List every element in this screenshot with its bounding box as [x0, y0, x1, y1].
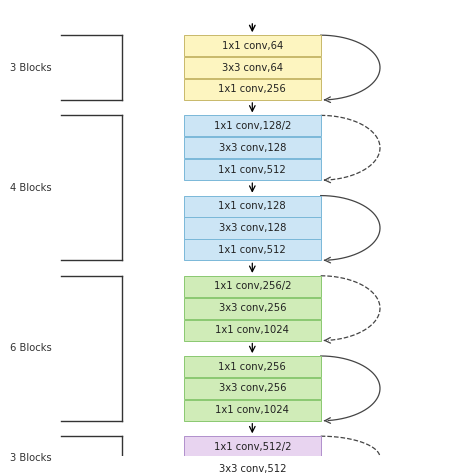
FancyBboxPatch shape: [184, 239, 321, 260]
Text: 3x3 conv,128: 3x3 conv,128: [219, 143, 286, 153]
Text: 1x1 conv,512: 1x1 conv,512: [219, 245, 286, 255]
FancyBboxPatch shape: [184, 378, 321, 399]
Text: 3x3 conv,256: 3x3 conv,256: [219, 383, 286, 393]
Text: 1x1 conv,256: 1x1 conv,256: [219, 84, 286, 94]
FancyBboxPatch shape: [184, 276, 321, 297]
FancyBboxPatch shape: [184, 196, 321, 217]
FancyBboxPatch shape: [184, 159, 321, 180]
FancyBboxPatch shape: [184, 356, 321, 377]
Text: 3x3 conv,64: 3x3 conv,64: [222, 63, 283, 73]
Text: 4 Blocks: 4 Blocks: [10, 183, 52, 193]
FancyBboxPatch shape: [184, 57, 321, 78]
FancyBboxPatch shape: [184, 436, 321, 457]
FancyBboxPatch shape: [184, 218, 321, 238]
Text: 3x3 conv,256: 3x3 conv,256: [219, 303, 286, 313]
FancyBboxPatch shape: [184, 458, 321, 474]
FancyBboxPatch shape: [184, 137, 321, 158]
Text: 1x1 conv,128: 1x1 conv,128: [219, 201, 286, 211]
Text: 1x1 conv,256/2: 1x1 conv,256/2: [214, 282, 291, 292]
Text: 3x3 conv,512: 3x3 conv,512: [219, 464, 286, 474]
Text: 3 Blocks: 3 Blocks: [10, 453, 52, 463]
FancyBboxPatch shape: [184, 319, 321, 341]
FancyBboxPatch shape: [184, 298, 321, 319]
Text: 1x1 conv,512: 1x1 conv,512: [219, 164, 286, 174]
Text: 3 Blocks: 3 Blocks: [10, 63, 52, 73]
Text: 1x1 conv,64: 1x1 conv,64: [222, 41, 283, 51]
FancyBboxPatch shape: [184, 35, 321, 56]
Text: 3x3 conv,128: 3x3 conv,128: [219, 223, 286, 233]
Text: 1x1 conv,1024: 1x1 conv,1024: [215, 405, 289, 415]
FancyBboxPatch shape: [184, 115, 321, 137]
Text: 1x1 conv,128/2: 1x1 conv,128/2: [214, 121, 291, 131]
Text: 6 Blocks: 6 Blocks: [10, 343, 52, 353]
Text: 1x1 conv,512/2: 1x1 conv,512/2: [214, 442, 291, 452]
Text: 1x1 conv,1024: 1x1 conv,1024: [215, 325, 289, 335]
Text: 1x1 conv,256: 1x1 conv,256: [219, 362, 286, 372]
FancyBboxPatch shape: [184, 79, 321, 100]
FancyBboxPatch shape: [184, 400, 321, 421]
